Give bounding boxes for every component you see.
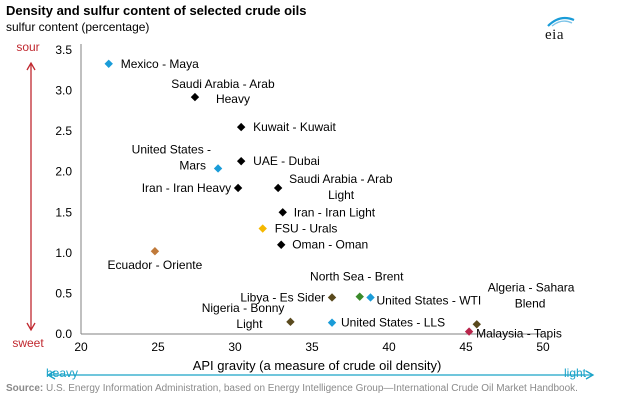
data-point-marker xyxy=(104,59,113,68)
data-point-marker xyxy=(273,183,283,193)
x-tick-label: 35 xyxy=(305,340,319,354)
y-axis-title: sulfur content (percentage) xyxy=(6,20,150,34)
data-point-label: Libya - Es Sider xyxy=(240,290,325,304)
data-point-label: Algeria - Sahara xyxy=(488,280,575,294)
data-point-label: Heavy xyxy=(216,92,250,106)
data-point-marker xyxy=(464,327,474,336)
data-point-marker xyxy=(213,164,223,173)
data-point-label: Oman - Oman xyxy=(292,238,368,252)
x-tick-label: 30 xyxy=(228,340,242,354)
y-tick-label: 0.0 xyxy=(55,327,72,341)
logo-text: eia xyxy=(545,27,564,43)
data-point-label: Ecuador - Oriente xyxy=(108,258,203,272)
data-point-label: Light xyxy=(236,317,263,331)
data-point-marker xyxy=(355,292,364,301)
data-point-label: United States - xyxy=(132,142,211,156)
data-point-marker xyxy=(236,156,246,166)
data-point-marker xyxy=(277,240,286,249)
data-point-marker xyxy=(233,183,243,193)
light-label: light xyxy=(564,366,587,380)
data-point-label: United States - LLS xyxy=(341,316,445,330)
chart-title: Density and sulfur content of selected c… xyxy=(6,3,307,18)
y-tick-label: 1.0 xyxy=(55,246,72,260)
arrow-up-icon xyxy=(26,61,36,71)
y-tick-label: 3.5 xyxy=(55,43,72,57)
data-point-marker xyxy=(327,318,337,327)
data-point-marker xyxy=(286,317,295,327)
y-tick-label: 0.5 xyxy=(55,286,72,300)
data-point-label: Iran - Iran Light xyxy=(294,205,376,219)
data-point-label: Blend xyxy=(515,296,546,310)
x-tick-label: 50 xyxy=(536,340,550,354)
x-tick-label: 45 xyxy=(459,340,473,354)
y-tick-label: 2.0 xyxy=(55,165,72,179)
sweet-label: sweet xyxy=(12,336,44,350)
source-text: U.S. Energy Information Administration, … xyxy=(43,383,578,394)
data-point-label: Saudi Arabia - Arab xyxy=(289,172,393,186)
data-point-label: Nigeria - Bonny xyxy=(202,301,285,315)
data-point-label: Mars xyxy=(179,158,206,172)
y-tick-label: 2.5 xyxy=(55,124,72,138)
logo-swoosh-icon xyxy=(547,16,575,27)
data-point-marker xyxy=(150,247,160,256)
data-point-label: Iran - Iran Heavy xyxy=(142,181,231,195)
data-point-marker xyxy=(190,92,200,102)
x-axis-title: API gravity (a measure of crude oil dens… xyxy=(193,358,442,373)
data-point-marker xyxy=(366,293,375,302)
data-point-label: Kuwait - Kuwait xyxy=(253,120,336,134)
x-tick-label: 20 xyxy=(74,340,88,354)
data-point-label: Saudi Arabia - Arab xyxy=(171,77,275,91)
arrow-left-icon xyxy=(46,370,56,380)
data-point-marker xyxy=(236,122,246,132)
data-point-label: UAE - Dubai xyxy=(253,154,320,168)
data-point-label: Mexico - Maya xyxy=(121,57,199,71)
data-point-label: Light xyxy=(328,188,355,202)
data-point-marker xyxy=(258,224,267,233)
data-point-label: FSU - Urals xyxy=(275,222,338,236)
arrow-down-icon xyxy=(26,322,36,332)
data-point-label: North Sea - Brent xyxy=(310,270,404,284)
data-point-label: Malaysia - Tapis xyxy=(476,327,562,341)
source-note: Source: U.S. Energy Information Administ… xyxy=(6,383,606,394)
heavy-label: heavy xyxy=(46,366,78,380)
y-tick-label: 1.5 xyxy=(55,205,72,219)
data-point-marker xyxy=(327,293,337,302)
data-point-label: United States - WTI xyxy=(377,293,482,307)
sour-label: sour xyxy=(16,40,39,54)
source-label: Source: xyxy=(6,383,44,394)
arrow-right-icon xyxy=(585,370,595,380)
x-tick-label: 40 xyxy=(382,340,396,354)
y-tick-label: 3.0 xyxy=(55,84,72,98)
data-point-marker xyxy=(278,208,287,217)
x-tick-label: 25 xyxy=(151,340,165,354)
data-point-marker xyxy=(472,320,481,329)
eia-logo: eia xyxy=(536,14,582,44)
